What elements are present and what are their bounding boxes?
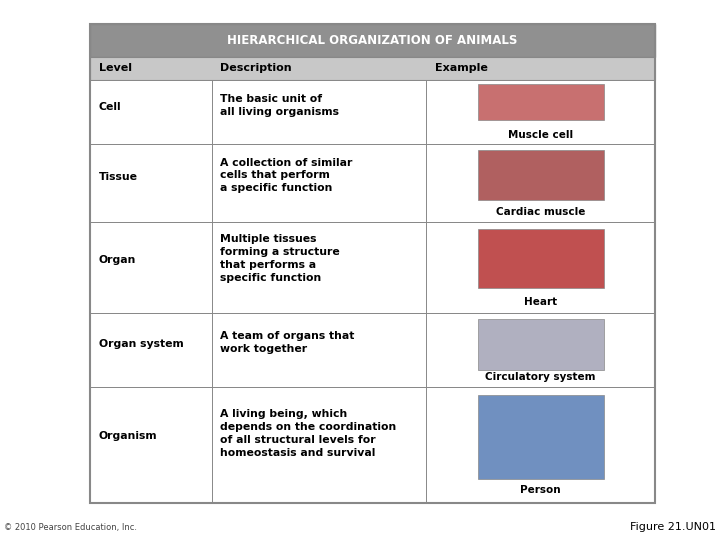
Bar bbox=[90, 313, 655, 387]
Bar bbox=[90, 80, 655, 144]
Text: HIERARCHICAL ORGANIZATION OF ANIMALS: HIERARCHICAL ORGANIZATION OF ANIMALS bbox=[228, 34, 518, 47]
Bar bbox=[90, 144, 655, 222]
Bar bbox=[478, 150, 603, 200]
Text: A living being, which
depends on the coordination
of all structural levels for
h: A living being, which depends on the coo… bbox=[220, 409, 397, 457]
Bar bbox=[478, 228, 603, 288]
Bar bbox=[90, 24, 655, 57]
Bar bbox=[90, 57, 655, 80]
Bar bbox=[90, 24, 655, 503]
Bar bbox=[90, 222, 655, 313]
Text: Multiple tissues
forming a structure
that performs a
specific function: Multiple tissues forming a structure tha… bbox=[220, 234, 340, 283]
Text: A team of organs that
work together: A team of organs that work together bbox=[220, 332, 354, 354]
Text: Cardiac muscle: Cardiac muscle bbox=[496, 207, 585, 217]
Text: Muscle cell: Muscle cell bbox=[508, 130, 573, 140]
Bar bbox=[478, 84, 603, 120]
Text: Organ system: Organ system bbox=[99, 339, 184, 349]
Text: A collection of similar
cells that perform
a specific function: A collection of similar cells that perfo… bbox=[220, 158, 353, 193]
Text: Organism: Organism bbox=[99, 431, 157, 441]
Text: Heart: Heart bbox=[524, 297, 557, 307]
Bar bbox=[478, 319, 603, 370]
Text: Tissue: Tissue bbox=[99, 172, 138, 182]
Text: Level: Level bbox=[99, 63, 132, 73]
Text: Cell: Cell bbox=[99, 102, 121, 112]
Bar bbox=[478, 395, 603, 479]
Text: © 2010 Pearson Education, Inc.: © 2010 Pearson Education, Inc. bbox=[4, 523, 137, 532]
Text: Description: Description bbox=[220, 63, 292, 73]
Text: Circulatory system: Circulatory system bbox=[485, 372, 596, 382]
Text: Organ: Organ bbox=[99, 255, 136, 266]
Text: Person: Person bbox=[521, 485, 561, 495]
Text: Example: Example bbox=[435, 63, 488, 73]
Text: The basic unit of
all living organisms: The basic unit of all living organisms bbox=[220, 94, 339, 117]
Text: Figure 21.UN01: Figure 21.UN01 bbox=[631, 522, 716, 532]
Bar bbox=[90, 387, 655, 503]
